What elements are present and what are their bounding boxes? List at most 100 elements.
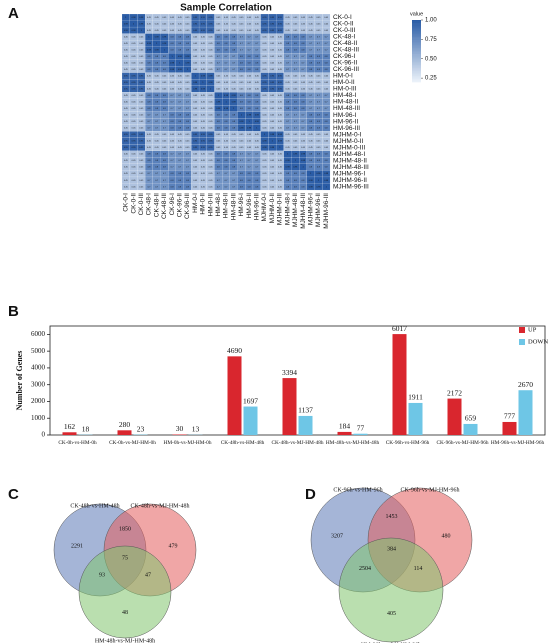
cell-value: 0.98 — [139, 17, 144, 19]
column-label: HM-96-II — [246, 193, 253, 218]
cell-value: 0.45 — [286, 17, 291, 19]
cell-value: 0.8 — [255, 180, 259, 182]
cell-value: 0.95 — [132, 147, 137, 149]
cell-value: 0.98 — [286, 160, 291, 162]
cell-value: 0.45 — [263, 69, 268, 71]
cell-value: 0.98 — [186, 56, 191, 58]
cell-value: 0.45 — [247, 23, 252, 25]
cell-value: 0.95 — [201, 30, 206, 32]
cell-value: 0.45 — [124, 186, 129, 188]
cell-value: 0.45 — [239, 75, 244, 77]
cell-value: 0.8 — [225, 49, 229, 51]
cell-value: 0.7 — [248, 167, 252, 169]
cell-value: 0.45 — [193, 160, 198, 162]
bar — [463, 423, 478, 435]
cell-value: 0.7 — [325, 36, 329, 38]
cell-value: 1 — [241, 115, 243, 117]
bar-value-label: 30 — [176, 424, 184, 433]
cell-value: 0.8 — [171, 49, 175, 51]
cell-value: 0.8 — [302, 186, 306, 188]
cell-value: 0.45 — [170, 30, 175, 32]
cell-value: 0.7 — [232, 173, 236, 175]
cell-value: 0.45 — [247, 75, 252, 77]
cell-value: 0.45 — [316, 17, 321, 19]
cell-value: 0.8 — [302, 173, 306, 175]
venn-count: 480 — [442, 533, 451, 539]
cell-value: 0.7 — [302, 128, 306, 130]
cell-value: 0.98 — [239, 128, 244, 130]
cell-value: 0.8 — [317, 115, 321, 117]
cell-value: 0.45 — [270, 154, 275, 156]
cell-value: 0.45 — [162, 17, 167, 19]
cell-value: 0.95 — [209, 30, 214, 32]
cell-value: 0.95 — [139, 88, 144, 90]
cell-value: 0.45 — [216, 88, 221, 90]
bar-value-label: 3394 — [282, 368, 297, 377]
cell-value: 0.45 — [147, 17, 152, 19]
cell-value: 0.8 — [286, 186, 290, 188]
cell-value: 0.45 — [316, 23, 321, 25]
cell-value: 0.45 — [201, 128, 206, 130]
cell-value: 0.45 — [232, 147, 237, 149]
cell-value: 0.8 — [163, 102, 167, 104]
y-tick-label: 1000 — [31, 414, 46, 422]
cell-value: 0.45 — [139, 128, 144, 130]
cell-value: 0.45 — [278, 102, 283, 104]
colorbar-step — [412, 52, 421, 55]
cell-value: 0.98 — [263, 141, 268, 143]
bar — [172, 434, 187, 435]
cell-value: 0.45 — [170, 141, 175, 143]
colorbar-step — [412, 26, 421, 29]
cell-value: 0.8 — [317, 56, 321, 58]
cell-value: 0.98 — [132, 17, 137, 19]
venn-set-label: HM-48h-vs-MJ-HM-48h — [95, 638, 155, 643]
cell-value: 0.45 — [324, 82, 329, 84]
cell-value: 0.7 — [232, 186, 236, 188]
cell-value: 0.8 — [286, 95, 290, 97]
cell-value: 0.8 — [240, 102, 244, 104]
cell-value: 0.45 — [170, 75, 175, 77]
cell-value: 0.7 — [325, 102, 329, 104]
cell-value: 0.8 — [163, 160, 167, 162]
cell-value: 0.45 — [201, 108, 206, 110]
cell-value: 0.7 — [217, 186, 221, 188]
cell-value: 0.8 — [148, 102, 152, 104]
cell-value: 0.8 — [294, 173, 298, 175]
cell-value: 0.7 — [294, 115, 298, 117]
bar — [502, 421, 517, 435]
row-label: CK-48-I — [333, 34, 356, 41]
cell-value: 0.45 — [132, 160, 137, 162]
cell-value: 0.45 — [278, 36, 283, 38]
cell-value: 0.7 — [255, 160, 259, 162]
venn-count: 1850 — [119, 527, 131, 533]
cell-value: 0.98 — [293, 167, 298, 169]
cell-value: 0.95 — [201, 147, 206, 149]
colorbar-step — [412, 71, 421, 73]
cell-value: 0.45 — [263, 43, 268, 45]
cell-value: 0.95 — [124, 88, 129, 90]
cell-value: 0.8 — [286, 43, 290, 45]
cell-value: 0.45 — [124, 160, 129, 162]
colorbar-step — [412, 55, 421, 58]
cell-value: 0.7 — [294, 121, 298, 123]
cell-value: 0.8 — [178, 121, 182, 123]
cell-value: 0.45 — [263, 95, 268, 97]
y-tick-label: 2000 — [31, 397, 46, 405]
column-label: MJHM-0-II — [269, 193, 276, 224]
cell-value: 0.95 — [270, 17, 275, 19]
cell-value: 0.45 — [301, 134, 306, 136]
cell-value: 0.7 — [155, 115, 159, 117]
cell-value: 0.8 — [325, 115, 329, 117]
cell-value: 0.45 — [278, 154, 283, 156]
cell-value: 0.7 — [217, 180, 221, 182]
colorbar-step — [412, 75, 421, 78]
cell-value: 0.8 — [294, 108, 298, 110]
cell-value: 0.95 — [201, 141, 206, 143]
cell-value: 0.95 — [193, 17, 198, 19]
cell-value: 0.45 — [155, 75, 160, 77]
y-tick-label: 3000 — [31, 380, 46, 388]
cell-value: 0.8 — [171, 121, 175, 123]
cell-value: 0.45 — [278, 62, 283, 64]
cell-value: 0.7 — [325, 43, 329, 45]
cell-value: 0.98 — [247, 128, 252, 130]
